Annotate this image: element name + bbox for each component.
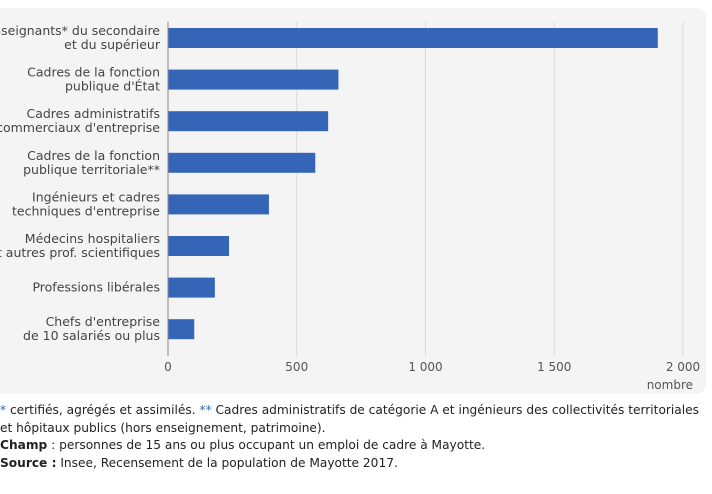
chart-notes: * certifiés, agrégés et assimilés. ** Ca… — [0, 402, 712, 472]
category-label: de 10 salariés ou plus — [23, 328, 160, 343]
category-label: Ingénieurs et cadres — [32, 189, 160, 204]
champ-text: : personnes de 15 ans ou plus occupant u… — [47, 438, 486, 452]
category-label: Cadres administratifs — [26, 106, 160, 121]
category-label: et commerciaux d'entreprise — [0, 120, 160, 135]
bar-chart: 0 500 1 000 1 500 2 000 Enseignants* du secon… — [0, 22, 700, 392]
category-label: publique territoriale** — [23, 162, 160, 177]
x-tick-label: 2 000 — [666, 360, 700, 374]
note-double-star: ** — [199, 403, 212, 417]
category-label: et du supérieur — [64, 37, 161, 52]
category-label: Médecins hospitaliers — [25, 231, 160, 246]
note-line-1: * certifiés, agrégés et assimilés. ** Ca… — [0, 402, 712, 420]
bar — [168, 111, 329, 132]
x-tick-label: 1 500 — [537, 360, 571, 374]
category-label: Chefs d'entreprise — [46, 314, 161, 329]
category-label: techniques d'entreprise — [12, 203, 160, 218]
bar — [168, 319, 195, 340]
x-tick-label: 1 000 — [408, 360, 442, 374]
bar — [168, 69, 339, 90]
category-label: Enseignants* du secondaire — [0, 23, 160, 38]
category-label: Professions libérales — [32, 280, 160, 295]
chart-card — [0, 8, 706, 394]
category-label: Cadres de la fonction — [27, 65, 160, 80]
source-label: Source : — [0, 455, 57, 470]
bar — [168, 277, 215, 298]
x-axis-label: nombre — [647, 378, 693, 392]
source-text: Insee, Recensement de la population de M… — [56, 455, 398, 470]
note-star: * — [0, 403, 7, 417]
note-double-star-text: Cadres administratifs de catégorie A et … — [211, 403, 700, 417]
note-line-2: et hôpitaux publics (hors enseignement, … — [0, 420, 326, 435]
category-label: et autres prof. scientifiques — [0, 245, 160, 260]
x-tick-label: 500 — [285, 360, 308, 374]
x-tick-label: 0 — [164, 360, 172, 374]
note-champ: Champ : personnes de 15 ans ou plus occu… — [0, 437, 712, 455]
note-source: Source : Insee, Recensement de la popula… — [0, 455, 712, 473]
bar — [168, 28, 658, 48]
category-label: Cadres de la fonction — [27, 148, 160, 163]
champ-label: Champ — [0, 438, 48, 452]
note-star-text: certifiés, agrégés et assimilés. — [6, 403, 200, 417]
bar — [168, 236, 230, 256]
bar — [168, 194, 269, 215]
bar — [168, 152, 316, 173]
category-label: publique d'État — [65, 79, 160, 94]
